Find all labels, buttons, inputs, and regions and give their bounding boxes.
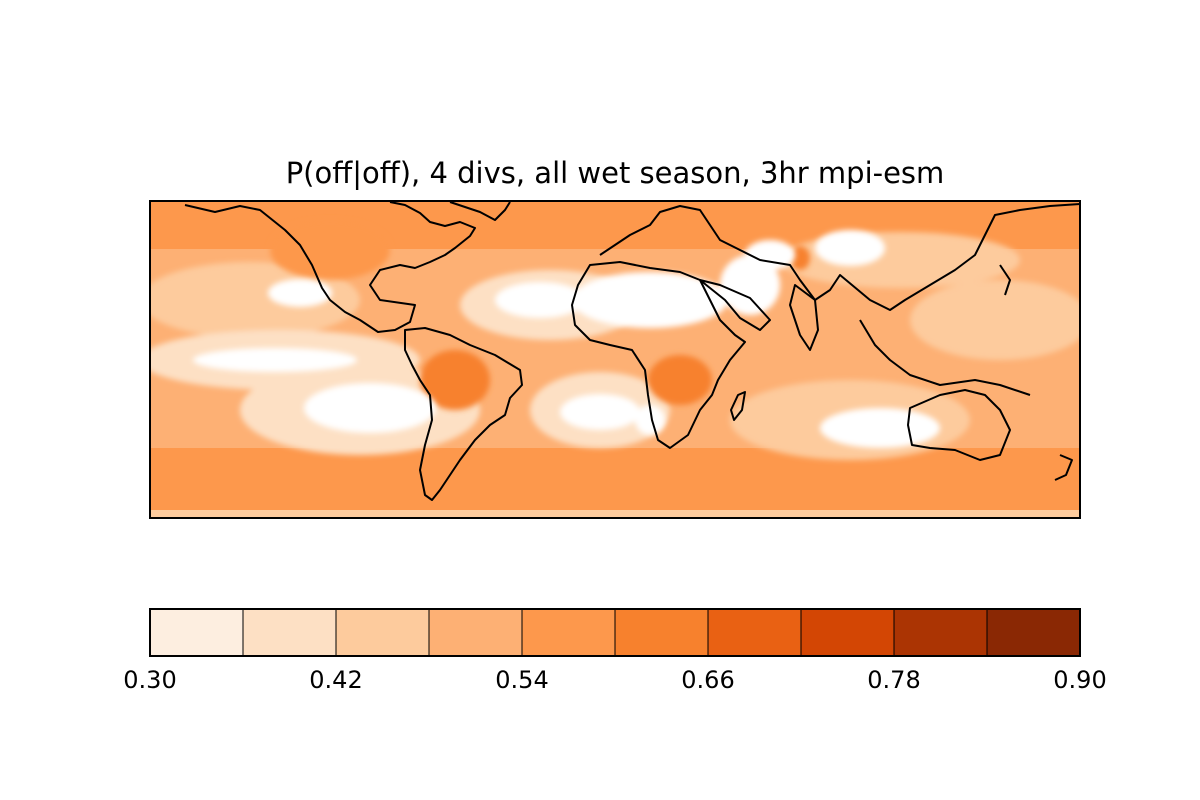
coastline-new-zealand — [1054, 454, 1073, 481]
colorbar-ticks: 0.30 0.42 0.54 0.66 0.78 0.90 — [123, 666, 1106, 694]
coastline-south-america — [404, 327, 523, 501]
colorbar-frame — [149, 608, 1081, 657]
field-white-central-asia — [815, 230, 885, 266]
field-white-ne-pacific — [268, 279, 332, 307]
colorbar-segment — [986, 608, 1081, 657]
field-white-tibet — [745, 240, 795, 270]
field-white-australia — [820, 408, 940, 448]
colorbar-tick-label: 0.66 — [681, 666, 734, 694]
field-band-south-edge — [150, 510, 1080, 518]
colorbar-tick-label: 0.90 — [1053, 666, 1106, 694]
colorbar-tick-label: 0.42 — [309, 666, 362, 694]
field-belt-asia — [780, 232, 1020, 288]
coastline-north-america — [184, 201, 476, 333]
coastline-india — [789, 284, 819, 351]
colorbar-segment — [614, 608, 709, 657]
field-belt-west-pacific — [910, 280, 1080, 360]
field-white-n-atlantic — [495, 282, 585, 318]
colorbar-segment — [242, 608, 337, 657]
coastline-madagascar — [730, 391, 746, 421]
colorbar-segment — [893, 608, 988, 657]
colorbar-segment — [707, 608, 802, 657]
colorbar-tick-label: 0.78 — [867, 666, 920, 694]
field-white-equatorial-pacific — [193, 348, 357, 372]
field-central-africa — [648, 355, 712, 405]
colorbar-tick-label: 0.30 — [123, 666, 176, 694]
colorbar — [149, 608, 1081, 657]
colorbar-segment — [335, 608, 430, 657]
map-field — [150, 201, 1080, 518]
colorbar-tick-label: 0.54 — [495, 666, 548, 694]
field-band-south — [150, 448, 1080, 518]
map-panel — [149, 200, 1081, 519]
coastline-southeast-asia — [859, 319, 1031, 396]
map-frame — [149, 200, 1081, 519]
field-siberia — [790, 246, 810, 270]
field-white-arabia — [720, 255, 780, 315]
coastline-australia — [907, 389, 1011, 461]
field-white-s-atlantic — [560, 394, 640, 430]
field-white-sahara — [572, 272, 728, 328]
coastlines — [184, 201, 1080, 501]
coastline-japan — [999, 264, 1011, 296]
coastline-greenland — [449, 201, 511, 221]
coastline-arabia — [699, 279, 771, 331]
colorbar-segment — [521, 608, 616, 657]
coastline-eurasia — [599, 203, 1080, 311]
field-north-america — [270, 220, 390, 280]
chart-title: P(off|off), 4 divs, all wet season, 3hr … — [286, 156, 945, 190]
field-white-se-pacific — [304, 383, 436, 433]
coastline-africa — [571, 261, 746, 449]
colorbar-segment — [800, 608, 895, 657]
field-amazon — [420, 350, 490, 410]
colorbar-segment — [428, 608, 523, 657]
colorbar-segment — [149, 608, 244, 657]
field-white-kalahari — [635, 405, 665, 435]
